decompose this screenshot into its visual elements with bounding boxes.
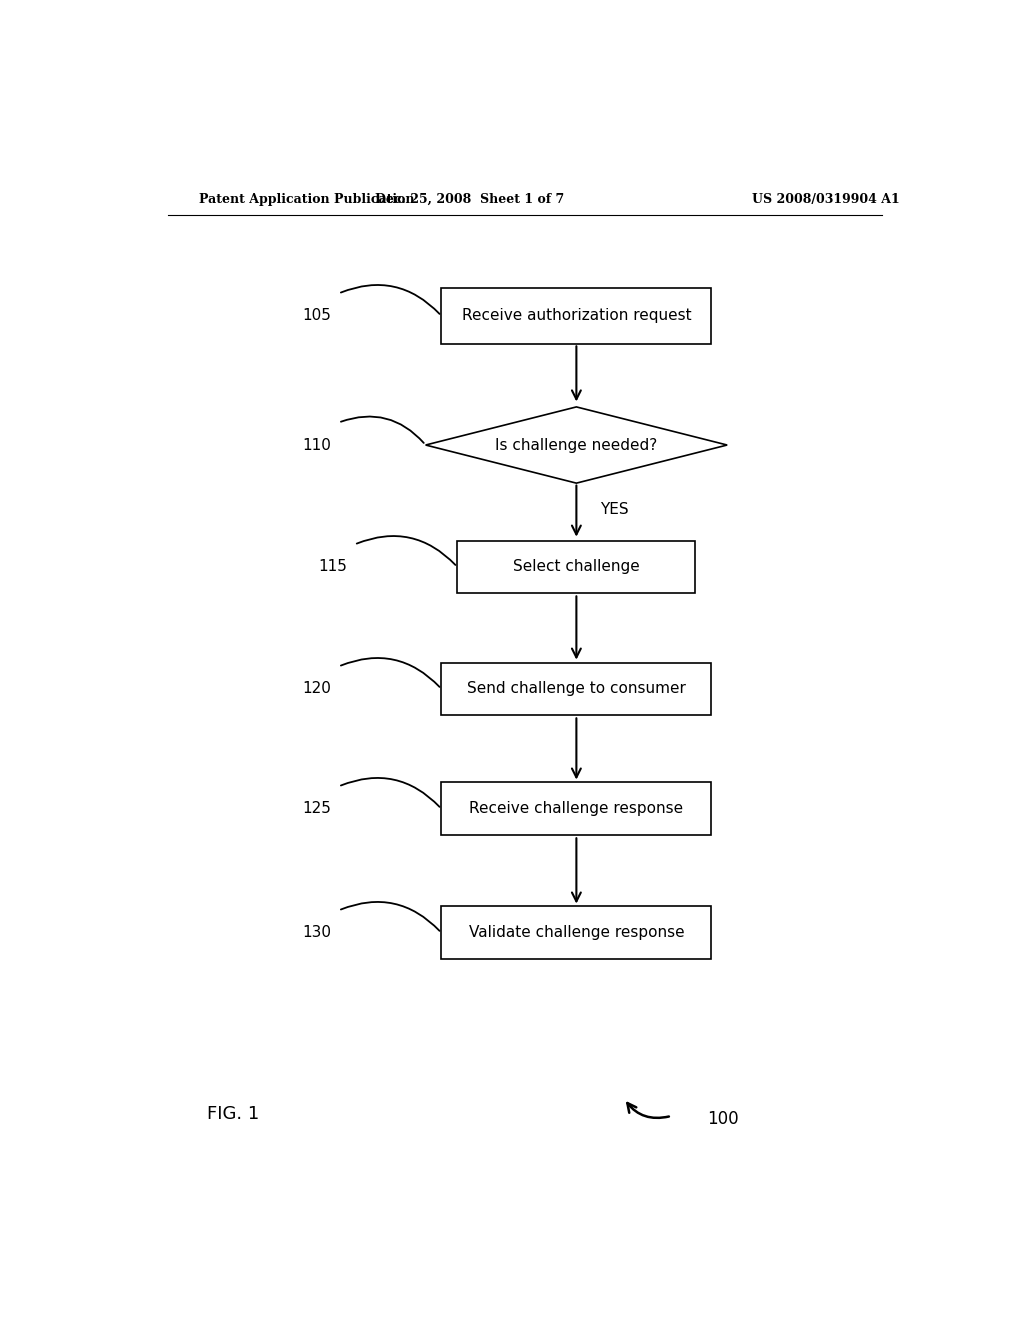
Text: FIG. 1: FIG. 1	[207, 1105, 260, 1123]
Text: Patent Application Publication: Patent Application Publication	[200, 193, 415, 206]
Text: Dec. 25, 2008  Sheet 1 of 7: Dec. 25, 2008 Sheet 1 of 7	[375, 193, 564, 206]
Text: 100: 100	[708, 1110, 739, 1127]
Text: 125: 125	[303, 801, 332, 816]
Text: 130: 130	[303, 925, 332, 940]
Text: Receive authorization request: Receive authorization request	[462, 309, 691, 323]
Text: Validate challenge response: Validate challenge response	[469, 925, 684, 940]
FancyBboxPatch shape	[441, 907, 712, 960]
FancyBboxPatch shape	[441, 663, 712, 715]
Text: Receive challenge response: Receive challenge response	[469, 801, 683, 816]
Text: US 2008/0319904 A1: US 2008/0319904 A1	[753, 193, 900, 206]
Text: Is challenge needed?: Is challenge needed?	[496, 437, 657, 453]
Text: YES: YES	[600, 502, 629, 516]
Text: 115: 115	[318, 560, 347, 574]
Polygon shape	[426, 407, 727, 483]
Text: Send challenge to consumer: Send challenge to consumer	[467, 681, 686, 697]
FancyBboxPatch shape	[458, 541, 695, 594]
Text: 120: 120	[303, 681, 332, 697]
FancyBboxPatch shape	[441, 288, 712, 345]
FancyBboxPatch shape	[441, 783, 712, 836]
Text: 105: 105	[303, 309, 332, 323]
Text: 110: 110	[303, 437, 332, 453]
Text: Select challenge: Select challenge	[513, 560, 640, 574]
